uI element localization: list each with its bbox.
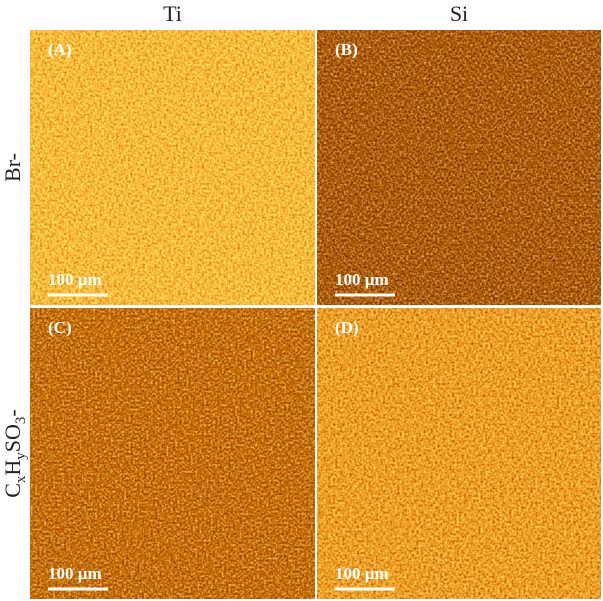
map-image [30,30,315,305]
row-label-part: C [0,483,25,498]
image-panel: (D) 100 µm [317,308,601,599]
image-panel: (A) 100 µm [30,30,315,305]
panel-label: (A) [48,40,72,59]
row-label-part: Br- [0,153,25,182]
image-panel: (C) 100 µm [30,308,315,599]
scale-bar-label: 100 µm [48,270,102,289]
row-label-subscript: x [13,475,29,483]
panel-label: (D) [335,318,359,337]
column-header: Si [450,1,468,26]
row-label-part: SO [0,424,25,452]
row-label-subscript: 3 [13,417,29,425]
row-label-part: - [0,409,25,416]
scale-bar-label: 100 µm [335,270,389,289]
map-image [317,308,601,599]
row-label: Br- [0,153,25,182]
scale-bar-label: 100 µm [335,564,389,583]
image-panel: (B) 100 µm [317,30,601,305]
map-image [30,308,315,599]
scale-bar-label: 100 µm [48,564,102,583]
column-header: Ti [163,1,182,26]
panel-label: (C) [48,318,72,337]
row-label-part: H [0,460,25,476]
panel-label: (B) [335,40,358,59]
map-image [317,30,601,305]
row-label-subscript: y [13,452,29,460]
row-label: CxHySO3- [0,409,29,498]
